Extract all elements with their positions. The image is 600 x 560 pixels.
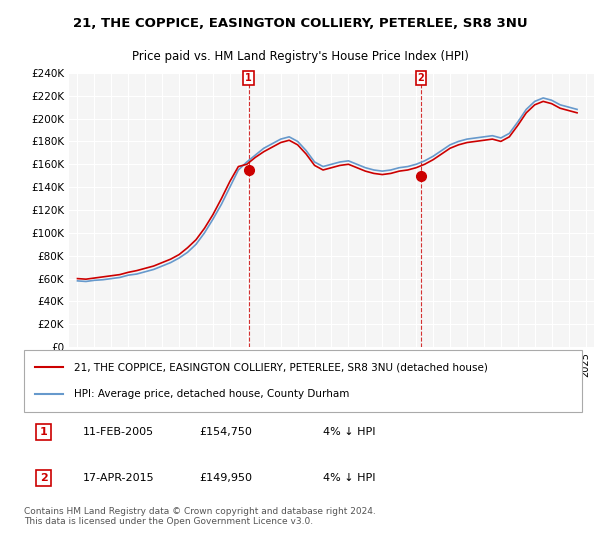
Text: £149,950: £149,950 (200, 473, 253, 483)
Text: HPI: Average price, detached house, County Durham: HPI: Average price, detached house, Coun… (74, 389, 350, 399)
Text: 2: 2 (40, 473, 47, 483)
Text: 2: 2 (418, 73, 424, 83)
Text: 11-FEB-2005: 11-FEB-2005 (83, 427, 154, 437)
Text: 1: 1 (245, 73, 252, 83)
Text: 4% ↓ HPI: 4% ↓ HPI (323, 427, 375, 437)
Text: Price paid vs. HM Land Registry's House Price Index (HPI): Price paid vs. HM Land Registry's House … (131, 50, 469, 63)
Text: Contains HM Land Registry data © Crown copyright and database right 2024.
This d: Contains HM Land Registry data © Crown c… (24, 507, 376, 526)
Text: 4% ↓ HPI: 4% ↓ HPI (323, 473, 375, 483)
Text: £154,750: £154,750 (200, 427, 253, 437)
Text: 17-APR-2015: 17-APR-2015 (83, 473, 154, 483)
FancyBboxPatch shape (24, 350, 582, 412)
Text: 21, THE COPPICE, EASINGTON COLLIERY, PETERLEE, SR8 3NU: 21, THE COPPICE, EASINGTON COLLIERY, PET… (73, 17, 527, 30)
Text: 21, THE COPPICE, EASINGTON COLLIERY, PETERLEE, SR8 3NU (detached house): 21, THE COPPICE, EASINGTON COLLIERY, PET… (74, 362, 488, 372)
Text: 1: 1 (40, 427, 47, 437)
